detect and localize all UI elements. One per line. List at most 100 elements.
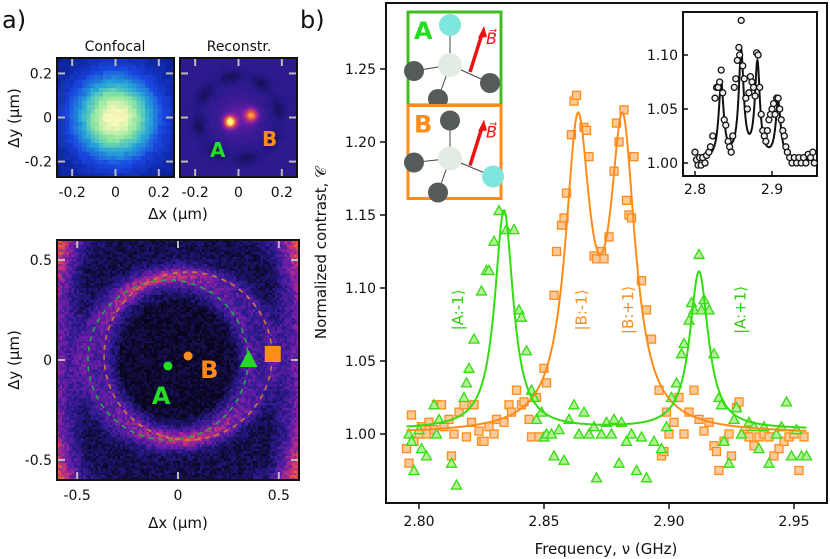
data-point-triangle <box>620 434 633 446</box>
data-point-triangle <box>727 413 741 425</box>
data-point-triangle <box>492 204 506 216</box>
data-point-square <box>539 363 549 373</box>
data-point-triangle <box>515 310 528 322</box>
inset-data-point <box>749 83 758 92</box>
data-point-triangle <box>625 427 638 439</box>
field-arrowhead <box>478 26 487 38</box>
data-point-triangle <box>640 471 653 483</box>
annotation-a: A <box>210 138 226 162</box>
data-point-triangle <box>587 420 601 432</box>
data-point-triangle <box>445 456 458 468</box>
data-point-square <box>424 417 434 427</box>
data-point-triangle <box>675 347 688 359</box>
data-point-triangle <box>762 456 776 468</box>
data-point-triangle <box>677 337 691 349</box>
data-point-square <box>711 446 722 457</box>
data-point-triangle <box>530 413 543 425</box>
data-point-triangle <box>567 398 581 410</box>
inset-data-point <box>771 110 779 119</box>
reconstruction-title: Reconstr. <box>207 39 272 55</box>
spectrum-ytick-label: 1.25 <box>345 62 376 78</box>
data-point-square <box>584 151 594 162</box>
inset-data-point <box>735 43 743 52</box>
data-point-triangle <box>407 464 421 476</box>
inset-data-point <box>719 89 727 97</box>
data-point-triangle <box>605 427 618 439</box>
data-point-square <box>646 334 657 344</box>
ring-scan-xtick-label: 0 <box>174 488 183 504</box>
data-point-square <box>541 378 552 388</box>
reconstruction-frame <box>179 57 298 178</box>
data-point-triangle <box>450 478 463 490</box>
marker-square <box>264 346 281 362</box>
data-point-triangle <box>630 464 643 476</box>
spectrum-ytick-label: 1.10 <box>345 281 376 297</box>
data-point-triangle <box>572 427 586 439</box>
data-point-triangle <box>595 427 608 439</box>
inset-data-point <box>740 75 748 83</box>
inset-data-point <box>763 126 772 135</box>
inset-ytick-label: 1.10 <box>647 48 678 64</box>
data-point-square <box>404 458 414 468</box>
ring-scan-ytick-label: 0 <box>43 353 52 369</box>
state-label: |A:+1⟩ <box>731 286 749 334</box>
data-point-triangle <box>547 449 561 461</box>
spectrum-xlabel: Frequency, ν (GHz) <box>535 540 678 558</box>
confocal-xtick-label: -0.2 <box>59 185 86 201</box>
state-label: |B:-1⟩ <box>573 289 591 330</box>
data-point-square <box>474 426 484 436</box>
field-arrow <box>468 33 484 73</box>
data-point-square <box>689 385 699 395</box>
state-label: |B:+1⟩ <box>619 286 637 334</box>
data-point-triangle <box>520 344 533 356</box>
inset-xtick-label: 2.8 <box>684 182 706 198</box>
data-point-triangle <box>730 401 743 413</box>
data-point-triangle <box>467 332 481 344</box>
data-point-square <box>549 290 559 300</box>
confocal-title: Confocal <box>85 39 146 55</box>
inset-spectrum: 2.8 2.9 1.00 1.05 1.10 <box>647 11 818 198</box>
data-point-square <box>714 465 724 476</box>
data-point-triangle <box>660 420 673 432</box>
reconstruction-xtick-label: 0.2 <box>271 185 293 201</box>
data-point-triangle <box>420 449 433 461</box>
data-point-square <box>769 451 779 461</box>
data-point-triangle <box>475 284 488 296</box>
data-point-triangle <box>507 223 521 235</box>
data-point-square <box>794 465 804 476</box>
nitrogen-atom <box>439 14 461 36</box>
spectrum-ytick-label: 1.05 <box>345 354 376 370</box>
data-point-triangle <box>770 427 783 439</box>
inset-data-point <box>701 159 709 167</box>
inset-data-point <box>737 16 745 25</box>
spectrum-xtick-label: 2.80 <box>403 514 434 530</box>
inset-data-point <box>757 110 765 119</box>
ring-circle <box>87 279 249 441</box>
inset-data-point <box>691 148 699 156</box>
inset-data-point <box>742 94 750 102</box>
carbon-atom <box>480 73 500 93</box>
confocal-ytick-label: -0.2 <box>25 155 52 171</box>
data-point-triangle <box>692 248 706 260</box>
carbon-atom <box>428 182 448 203</box>
ring-scan-frame <box>56 239 300 481</box>
inset-data-point <box>715 78 724 86</box>
spectrum-xtick-label: 2.95 <box>778 514 809 530</box>
carbon-atom <box>404 152 424 173</box>
data-point-square <box>489 429 499 439</box>
data-point-triangle <box>427 398 441 410</box>
data-point-triangle <box>785 449 798 461</box>
marker-label-b: B <box>200 356 218 384</box>
spectrum-ylabel: Normalized contrast, 𝒞 <box>312 165 330 339</box>
molecule-label: B <box>414 111 432 139</box>
field-arrowhead <box>478 119 487 132</box>
panel-label-a: a) <box>2 6 26 34</box>
spectrum-xtick-label: 2.90 <box>653 514 684 530</box>
inset-data-point <box>802 159 810 167</box>
data-point-triangle <box>430 427 443 439</box>
inset-data-point <box>754 51 762 59</box>
data-point-triangle <box>577 405 591 417</box>
confocal-heatmap <box>57 58 174 177</box>
data-point-triangle <box>655 442 668 454</box>
inset-data-point <box>717 66 725 74</box>
